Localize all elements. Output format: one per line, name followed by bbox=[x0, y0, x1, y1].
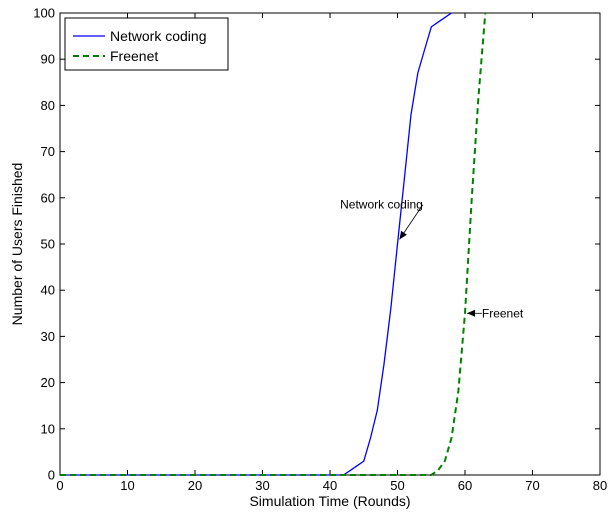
series-layer bbox=[60, 12, 487, 476]
y-tick-label: 30 bbox=[41, 329, 55, 344]
series-line-1 bbox=[60, 12, 487, 476]
y-tick-label: 0 bbox=[48, 468, 55, 483]
x-axis-label: Simulation Time (Rounds) bbox=[249, 493, 410, 509]
x-tick-label: 20 bbox=[188, 478, 202, 493]
legend: Network coding Freenet bbox=[64, 17, 229, 71]
x-tick-label: 10 bbox=[120, 478, 134, 493]
y-tick-label: 50 bbox=[41, 237, 55, 252]
plot-area bbox=[59, 12, 601, 476]
annotation-arrow-head bbox=[399, 230, 407, 240]
y-tick-label: 10 bbox=[41, 421, 55, 436]
x-tick-label: 80 bbox=[593, 478, 607, 493]
legend-label: Network coding bbox=[110, 28, 207, 44]
x-tick-label: 50 bbox=[390, 478, 404, 493]
y-tick-label: 90 bbox=[41, 52, 55, 67]
legend-label: Freenet bbox=[110, 48, 158, 64]
y-axis-label: Number of Users Finished bbox=[9, 163, 25, 326]
x-axis: 0 10 20 30 40 50 60 70 80 bbox=[56, 13, 607, 493]
annotation-arrow-head bbox=[467, 309, 476, 317]
x-tick-label: 60 bbox=[458, 478, 472, 493]
y-tick-label: 40 bbox=[41, 283, 55, 298]
y-tick-label: 70 bbox=[41, 144, 55, 159]
x-tick-label: 0 bbox=[56, 478, 63, 493]
legend-box bbox=[64, 17, 229, 71]
x-tick-label: 70 bbox=[525, 478, 539, 493]
annotation-text: Freenet bbox=[482, 306, 524, 320]
x-tick-label: 30 bbox=[255, 478, 269, 493]
y-tick-label: 60 bbox=[41, 190, 55, 205]
annotations: Network coding Freenet bbox=[340, 198, 524, 321]
annotation-text: Network coding bbox=[340, 198, 423, 212]
y-tick-label: 100 bbox=[33, 6, 55, 21]
y-tick-label: 20 bbox=[41, 375, 55, 390]
y-tick-label: 80 bbox=[41, 98, 55, 113]
series-line-0 bbox=[60, 12, 452, 476]
x-tick-label: 40 bbox=[323, 478, 337, 493]
y-axis: 0 10 20 30 40 50 60 70 80 90 100 bbox=[33, 6, 600, 483]
